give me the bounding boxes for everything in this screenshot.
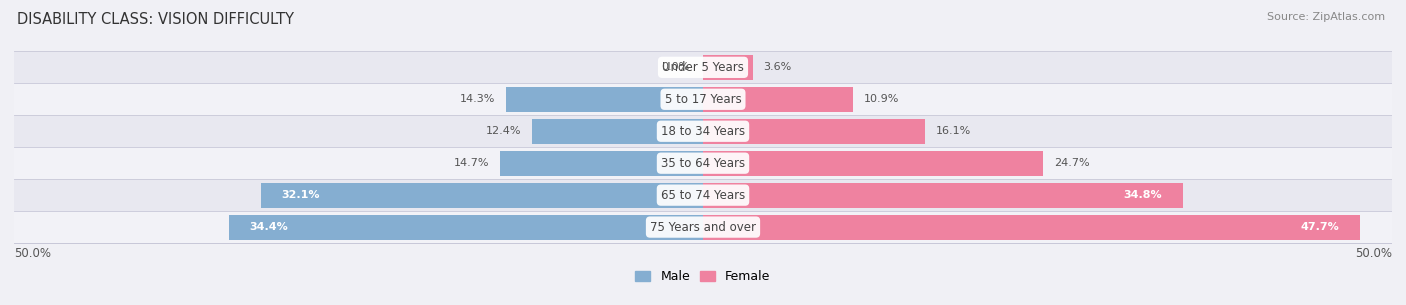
Text: 32.1%: 32.1%	[281, 190, 321, 200]
Text: 34.4%: 34.4%	[250, 222, 288, 232]
Text: 14.3%: 14.3%	[460, 94, 495, 104]
Text: DISABILITY CLASS: VISION DIFFICULTY: DISABILITY CLASS: VISION DIFFICULTY	[17, 12, 294, 27]
Bar	[703, 215, 1360, 239]
Bar	[14, 83, 1392, 115]
Text: 65 to 74 Years: 65 to 74 Years	[661, 188, 745, 202]
Bar	[506, 87, 703, 112]
Text: 34.8%: 34.8%	[1123, 190, 1161, 200]
Bar	[260, 183, 703, 208]
Text: 3.6%: 3.6%	[763, 62, 792, 72]
Text: 24.7%: 24.7%	[1054, 158, 1090, 168]
Bar	[703, 55, 752, 80]
Text: 16.1%: 16.1%	[936, 126, 972, 136]
Bar	[501, 151, 703, 176]
Legend: Male, Female: Male, Female	[630, 265, 776, 288]
Text: 50.0%: 50.0%	[14, 247, 51, 260]
Bar	[14, 115, 1392, 147]
Text: 18 to 34 Years: 18 to 34 Years	[661, 125, 745, 138]
Text: 75 Years and over: 75 Years and over	[650, 221, 756, 234]
Text: 10.9%: 10.9%	[865, 94, 900, 104]
Text: 12.4%: 12.4%	[485, 126, 522, 136]
Bar	[14, 211, 1392, 243]
Bar	[703, 87, 853, 112]
Bar	[14, 51, 1392, 83]
Text: 47.7%: 47.7%	[1301, 222, 1340, 232]
Bar	[531, 119, 703, 144]
Text: 14.7%: 14.7%	[454, 158, 489, 168]
Text: Under 5 Years: Under 5 Years	[662, 61, 744, 74]
Bar	[703, 119, 925, 144]
Bar	[14, 179, 1392, 211]
Bar	[14, 147, 1392, 179]
Text: 50.0%: 50.0%	[1355, 247, 1392, 260]
Bar	[703, 151, 1043, 176]
Bar	[229, 215, 703, 239]
Text: Source: ZipAtlas.com: Source: ZipAtlas.com	[1267, 12, 1385, 22]
Text: 0.0%: 0.0%	[661, 62, 689, 72]
Text: 5 to 17 Years: 5 to 17 Years	[665, 93, 741, 106]
Text: 35 to 64 Years: 35 to 64 Years	[661, 157, 745, 170]
Bar	[703, 183, 1182, 208]
